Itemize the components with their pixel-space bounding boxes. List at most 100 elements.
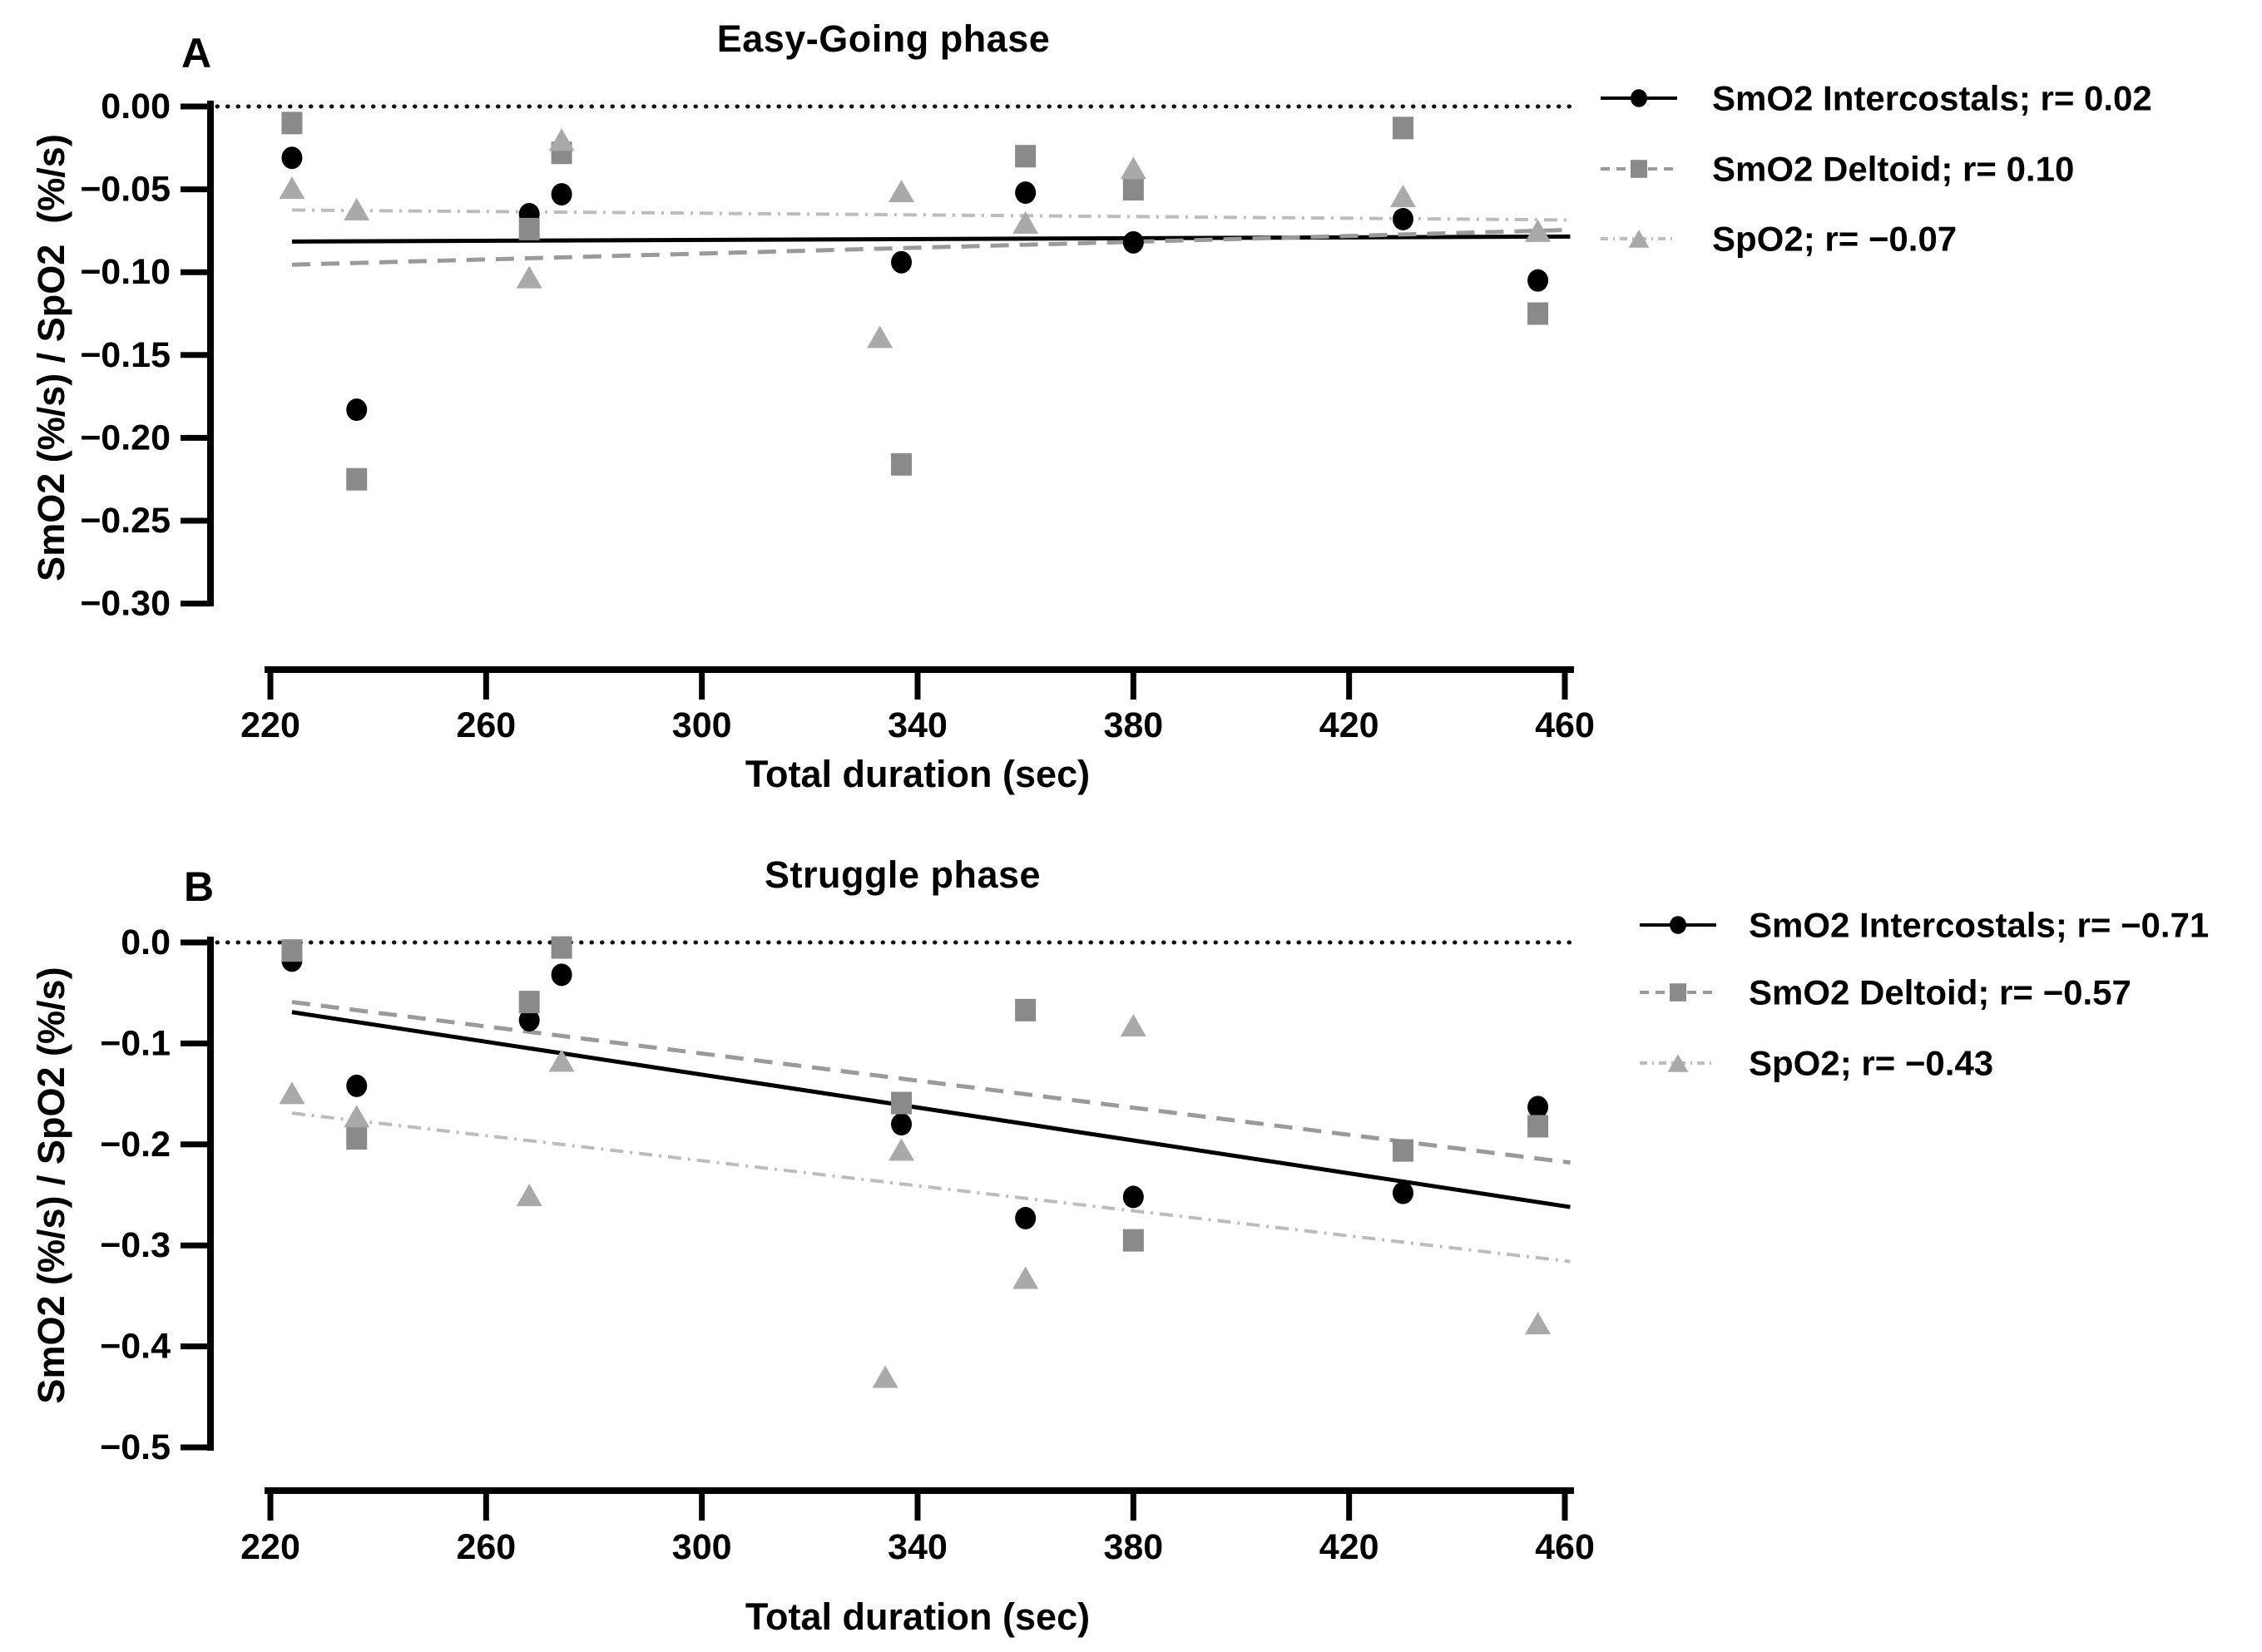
panel-a-letter: A: [181, 30, 212, 77]
data-point-marker: [888, 1138, 915, 1161]
data-point-marker: [891, 1091, 913, 1115]
data-point-marker: [1527, 302, 1549, 325]
smo2-intercostals-series: [281, 146, 1549, 422]
data-point-marker: [1389, 185, 1416, 208]
y-tick-label: 0.00: [101, 87, 171, 126]
data-point-marker: [1122, 1229, 1144, 1252]
x-tick-label: 220: [240, 705, 300, 745]
data-point-marker: [1631, 89, 1647, 107]
data-point-marker: [279, 176, 305, 200]
x-tick-label: 260: [456, 1527, 516, 1567]
data-point-marker: [872, 1365, 898, 1388]
data-point-marker: [1015, 998, 1037, 1021]
legend-item: SpO2; r= −0.07: [1601, 220, 1957, 259]
smo2-deltoid-series: [281, 936, 1549, 1252]
legend-item: SmO2 Deltoid; r= 0.10: [1601, 150, 2074, 189]
data-point-marker: [1392, 1139, 1413, 1162]
x-tick-label: 340: [888, 1527, 948, 1567]
data-point-marker: [518, 991, 540, 1014]
data-point-marker: [891, 1113, 913, 1136]
y-tick-label: −0.20: [80, 418, 171, 458]
panel-b-letter: B: [183, 863, 215, 910]
legend-label: SmO2 Intercostals; r= −0.71: [1749, 906, 2209, 945]
x-tick-label: 220: [240, 1527, 300, 1567]
data-point-marker: [346, 467, 368, 491]
legend-b: SmO2 Intercostals; r= −0.71 SmO2 Deltoid;…: [1640, 906, 2209, 1083]
x-tick-label: 380: [1103, 1527, 1163, 1567]
smo2-deltoid-trend-line: [291, 1000, 1571, 1165]
data-point-marker: [1012, 210, 1039, 234]
x-tick-label: 460: [1535, 705, 1595, 745]
data-point-marker: [1122, 1185, 1144, 1209]
data-point-marker: [1015, 1206, 1037, 1229]
y-tick-label: −0.10: [80, 252, 171, 292]
legend-item: SmO2 Intercostals; r= −0.71: [1640, 906, 2209, 945]
data-point-marker: [888, 180, 915, 203]
legend-label: SmO2 Deltoid; r= −0.57: [1749, 973, 2131, 1012]
data-point-marker: [1670, 983, 1686, 1002]
legend-label: SmO2 Deltoid; r= 0.10: [1712, 150, 2074, 189]
data-point-marker: [1120, 156, 1146, 180]
data-point-marker: [551, 963, 572, 987]
data-point-marker: [551, 936, 572, 959]
data-point-marker: [1392, 207, 1413, 230]
data-point-marker: [1667, 1054, 1689, 1072]
y-tick-label: −0.15: [80, 335, 171, 375]
legend-item: SmO2 Deltoid; r= −0.57: [1640, 973, 2131, 1012]
x-tick-label: 260: [456, 705, 516, 745]
x-tick-label: 460: [1535, 1527, 1595, 1567]
data-point-marker: [1628, 230, 1650, 248]
legend-label: SmO2 Intercostals; r= 0.02: [1712, 79, 2152, 118]
spo2-series: [279, 1014, 1552, 1388]
data-point-marker: [518, 217, 540, 240]
data-point-marker: [1670, 916, 1686, 934]
data-point-marker: [344, 1105, 370, 1128]
y-tick-label: −0.2: [100, 1125, 171, 1165]
spo2-trend-line: [291, 208, 1571, 222]
data-point-marker: [279, 1081, 305, 1105]
smo2-intercostals-series: [281, 949, 1549, 1229]
data-point-marker: [1122, 230, 1144, 254]
data-point-marker: [1392, 116, 1413, 140]
data-point-marker: [1012, 1266, 1039, 1289]
data-point-marker: [1525, 1312, 1552, 1335]
y-tick-label: −0.05: [80, 170, 171, 210]
panel-b: 0.0 −0.1 −0.2 −0.3 −0.4 −0.5 220 260 300 340 380 42…: [100, 906, 2209, 1568]
y-tick-label: −0.5: [100, 1427, 171, 1467]
x-tick-label: 340: [888, 705, 948, 745]
data-point-marker: [281, 939, 303, 962]
spo2-series: [279, 128, 1552, 349]
y-tick-label: 0.0: [121, 922, 171, 962]
data-point-marker: [1392, 1181, 1413, 1204]
smo2-intercostals-trend-line: [291, 234, 1571, 244]
data-point-marker: [548, 128, 575, 151]
smo2-intercostals-trend-line: [291, 1010, 1571, 1209]
panel-a-title: Easy-Going phase: [716, 17, 1051, 60]
data-point-marker: [344, 198, 370, 221]
legend-label: SpO2; r= −0.43: [1749, 1044, 1993, 1083]
x-tick-label: 300: [672, 705, 732, 745]
panel-b-title: Struggle phase: [764, 853, 1042, 896]
data-point-marker: [518, 1008, 540, 1031]
data-point-marker: [1525, 219, 1552, 242]
data-point-marker: [867, 325, 893, 349]
data-point-marker: [1015, 145, 1037, 168]
data-point-marker: [1120, 1014, 1146, 1037]
x-tick-label: 300: [672, 1527, 732, 1567]
y-tick-label: −0.3: [100, 1225, 171, 1265]
data-point-marker: [516, 265, 542, 289]
y-tick-label: −0.25: [80, 501, 171, 541]
data-point-marker: [281, 146, 303, 170]
x-tick-label: 380: [1103, 705, 1163, 745]
y-tick-label: −0.4: [100, 1327, 171, 1367]
data-point-marker: [346, 1074, 368, 1097]
smo2-deltoid-trend-line: [291, 227, 1571, 267]
data-point-marker: [1122, 178, 1144, 201]
legend-label: SpO2; r= −0.07: [1712, 220, 1957, 259]
panel-a-y-axis-label: SmO2 (%/s) / SpO2 (%/s): [30, 134, 72, 581]
y-tick-label: −0.1: [100, 1023, 171, 1063]
legend-item: SmO2 Intercostals; r= 0.02: [1601, 79, 2152, 118]
data-point-marker: [1015, 181, 1037, 205]
